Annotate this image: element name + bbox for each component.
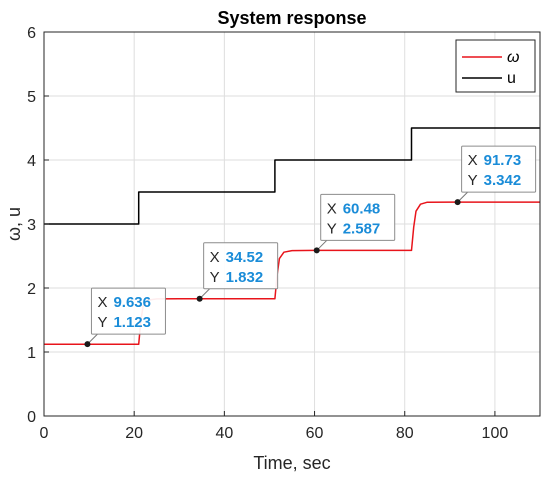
x-tick-label: 60 — [306, 425, 324, 442]
datatip-box — [203, 242, 279, 290]
datatip-marker — [313, 247, 320, 254]
datatip-x-label: X — [468, 152, 478, 169]
y-axis-label: ω, u — [4, 207, 24, 241]
chart-title: System response — [217, 8, 366, 28]
x-tick-label: 20 — [125, 425, 143, 442]
y-tick-label: 2 — [27, 281, 36, 298]
datatip-y-label: Y — [210, 269, 220, 286]
datatips: X 9.636 Y 1.123 X 34.52 Y 1.832 X 60.48 Y 2.587 X 91.… — [84, 145, 537, 348]
y-tick-label: 1 — [27, 345, 36, 362]
datatip-marker — [84, 341, 91, 348]
axis-ticks: 0 20 40 60 80 100 0 1 2 3 4 5 6 — [27, 25, 508, 442]
datatip-y-label: Y — [468, 172, 478, 189]
datatip-x-row: X 9.636 — [97, 294, 151, 311]
datatip-marker — [196, 295, 203, 302]
x-tick-label: 0 — [40, 425, 49, 442]
datatip-y-value: 2.587 — [343, 220, 381, 237]
datatip-x-label: X — [327, 200, 337, 217]
y-tick-label: 3 — [27, 217, 36, 234]
legend-label-omega: ω — [507, 49, 519, 66]
datatip[interactable]: X 9.636 Y 1.123 — [84, 287, 166, 348]
datatip-x-value: 34.52 — [226, 249, 264, 266]
datatip-marker — [454, 199, 461, 206]
datatip-y-label: Y — [97, 314, 107, 331]
datatip-box — [461, 145, 537, 193]
x-tick-label: 40 — [215, 425, 233, 442]
datatip-x-value: 91.73 — [484, 152, 522, 169]
datatip-x-row: X 91.73 — [468, 152, 522, 169]
x-tick-label: 100 — [482, 425, 509, 442]
datatip[interactable]: X 34.52 Y 1.832 — [196, 242, 279, 302]
datatip[interactable]: X 60.48 Y 2.587 — [313, 193, 396, 254]
y-tick-label: 5 — [27, 89, 36, 106]
y-tick-label: 0 — [27, 409, 36, 426]
datatip-x-row: X 34.52 — [210, 249, 264, 266]
datatip-y-row: Y 1.123 — [97, 314, 151, 331]
legend-label-u: u — [507, 70, 516, 87]
datatip-y-label: Y — [327, 220, 337, 237]
x-tick-label: 80 — [396, 425, 414, 442]
y-tick-label: 6 — [27, 25, 36, 42]
datatip-box — [320, 193, 396, 241]
datatip[interactable]: X 91.73 Y 3.342 — [454, 145, 537, 206]
datatip-x-label: X — [97, 294, 107, 311]
y-tick-label: 4 — [27, 153, 36, 170]
legend: ω u — [455, 39, 536, 93]
datatip-y-value: 3.342 — [484, 172, 522, 189]
datatip-box — [90, 287, 166, 335]
datatip-x-label: X — [210, 249, 220, 266]
datatip-y-value: 1.123 — [113, 314, 151, 331]
datatip-x-value: 60.48 — [343, 200, 381, 217]
datatip-y-row: Y 2.587 — [327, 220, 381, 237]
datatip-x-value: 9.636 — [113, 294, 151, 311]
datatip-y-row: Y 3.342 — [468, 172, 522, 189]
datatip-y-value: 1.832 — [226, 269, 264, 286]
legend-box — [455, 39, 536, 93]
datatip-x-row: X 60.48 — [327, 200, 381, 217]
x-axis-label: Time, sec — [253, 453, 330, 473]
datatip-y-row: Y 1.832 — [210, 269, 264, 286]
series-u-line — [44, 127, 540, 225]
